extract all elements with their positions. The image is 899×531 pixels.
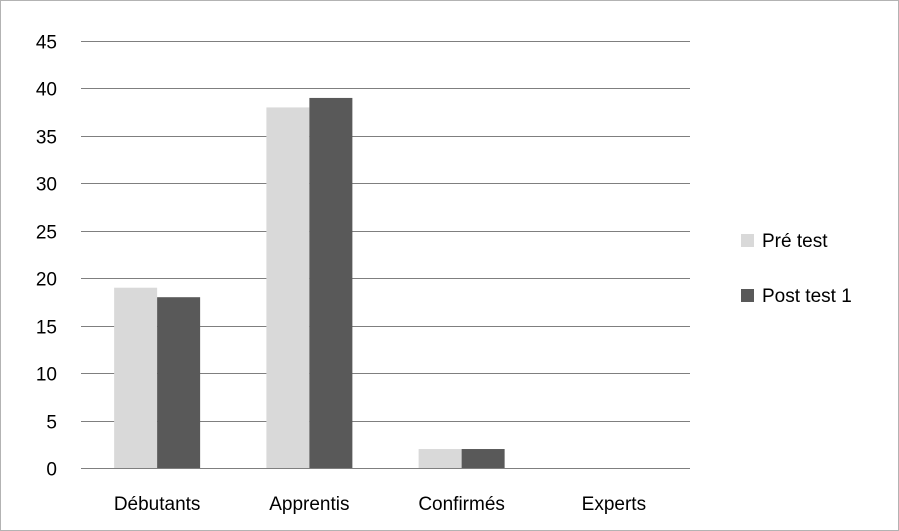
bar-pre-test-0 — [114, 287, 158, 468]
legend-swatch-post-test-1 — [741, 289, 754, 302]
y-tick-label: 15 — [36, 318, 57, 339]
bar-post-test-1-2 — [461, 449, 505, 468]
y-tick-label: 30 — [36, 175, 57, 196]
legend-label-post-test-1: Post test 1 — [762, 286, 852, 307]
y-axis-tick-labels: 0 5 10 15 20 25 30 35 40 45 — [36, 33, 57, 481]
bar-pre-test-1 — [266, 107, 310, 468]
bar-pre-test-2 — [418, 449, 462, 468]
bar-post-test-1-0 — [157, 297, 201, 468]
y-tick-label: 5 — [46, 413, 57, 434]
bar-post-test-1-1 — [309, 97, 353, 468]
bars — [114, 97, 505, 468]
y-tick-label: 40 — [36, 80, 57, 101]
y-tick-label: 35 — [36, 128, 57, 149]
x-tick-label: Apprentis — [269, 494, 349, 515]
y-tick-label: 10 — [36, 365, 57, 386]
y-tick-label: 25 — [36, 223, 57, 244]
x-tick-label: Experts — [582, 494, 646, 515]
y-tick-label: 0 — [46, 460, 57, 481]
y-tick-label: 45 — [36, 33, 57, 54]
legend: Pré test Post test 1 — [741, 231, 852, 307]
legend-swatch-pre-test — [741, 234, 754, 247]
y-tick-label: 20 — [36, 270, 57, 291]
legend-label-pre-test: Pré test — [762, 231, 828, 252]
x-tick-label: Confirmés — [418, 494, 505, 515]
x-tick-label: Débutants — [114, 494, 201, 515]
x-axis-tick-labels: Débutants Apprentis Confirmés Experts — [114, 494, 646, 515]
